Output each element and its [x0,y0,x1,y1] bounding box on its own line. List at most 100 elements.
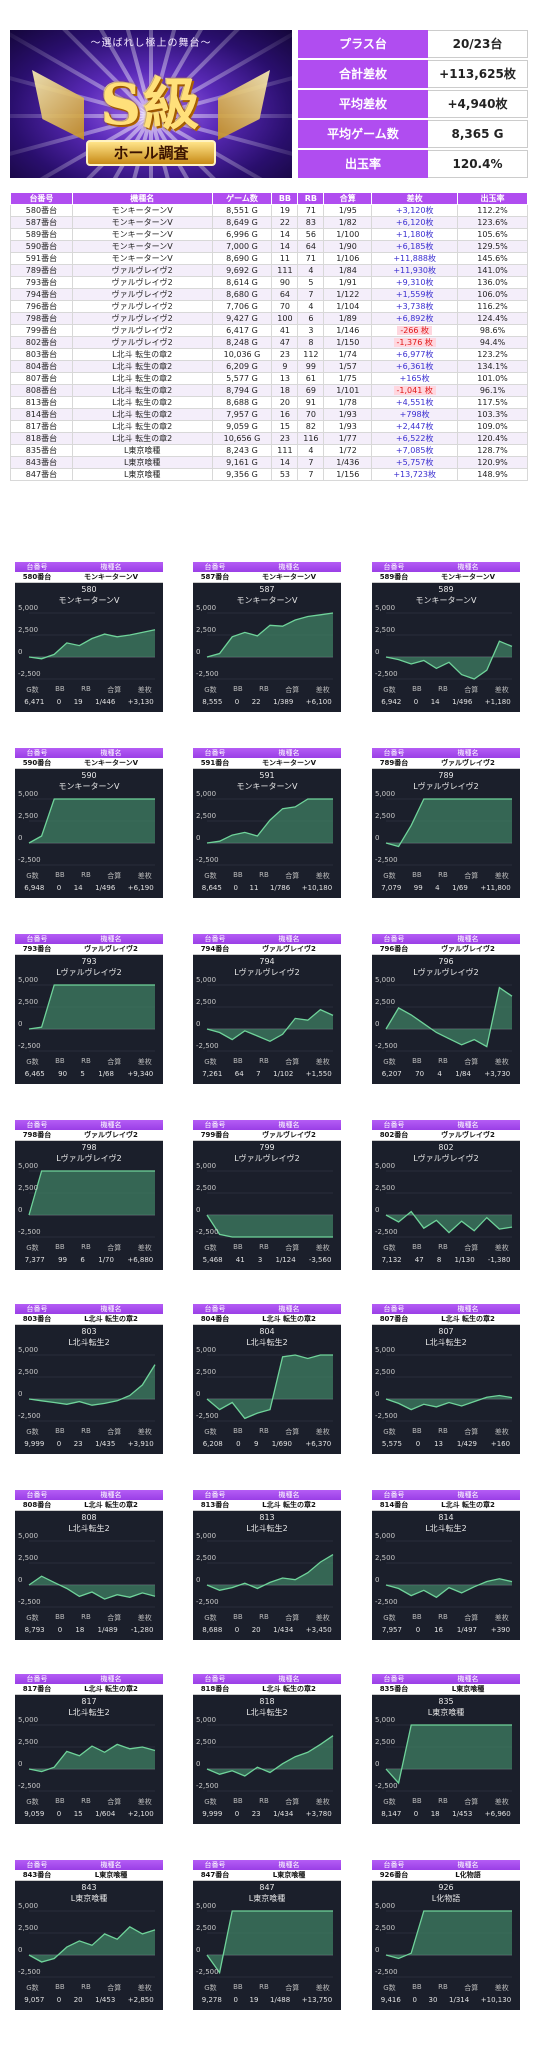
table-cell: 813番台 [10,396,73,409]
stat-value: +390 [490,1626,511,1634]
machine-card[interactable]: 台番号 機種名 817番台 L北斗 転生の章2 817 L北斗転生2 5,000 2,500 0… [15,1674,163,1824]
table-cell: L東京喰種 [71,456,213,469]
card-header-num-label: 台番号 [383,1121,405,1129]
card-header-name-label: 機種名 [278,1121,300,1129]
card-chart: 817 L北斗転生2 5,000 2,500 0 -2,500 [15,1695,163,1795]
card-machine-info: 814番台 L北斗 転生の章2 [372,1500,520,1511]
y-tick-label: 2,500 [375,998,396,1006]
table-cell: 1/78 [323,396,373,409]
card-machine-name: L東京喰種 [94,1871,128,1879]
y-tick-label: 0 [18,1946,23,1954]
stat-value: 1/604 [95,1810,116,1818]
table-cell: 1/93 [323,420,373,433]
chart-area [29,1744,155,1772]
table-cell: 808番台 [10,384,73,397]
machine-card[interactable]: 台番号 機種名 793番台 ヴァルヴレイヴ2 793 Lヴァルヴレイヴ2 5,000 2,50… [15,934,163,1084]
diff-value: +7,085枚 [395,446,434,455]
machine-card[interactable]: 台番号 機種名 926番台 L化物語 926 L化物語 5,000 2,500 0 -2,500 G… [372,1860,520,2010]
table-row: 591番台 モンキーターンV 8,690 G 11 71 1/106 +11,888枚 145… [10,252,528,265]
stat-header: BB [233,1057,243,1065]
card-header-num-label: 台番号 [383,1861,405,1869]
table-cell-diff: +3,738枚 [371,300,459,313]
machine-card[interactable]: 台番号 機種名 796番台 ヴァルヴレイヴ2 796 Lヴァルヴレイヴ2 5,000 2,50… [372,934,520,1084]
table-cell: 798番台 [10,312,73,325]
machine-card[interactable]: 台番号 機種名 843番台 L東京喰種 843 L東京喰種 5,000 2,500 0 -2,50… [15,1860,163,2010]
machine-card[interactable]: 台番号 機種名 799番台 ヴァルヴレイヴ2 799 Lヴァルヴレイヴ2 5,000 2,50… [193,1120,341,1270]
table-cell: 1/106 [323,252,373,265]
machine-card[interactable]: 台番号 機種名 807番台 L北斗 転生の章2 807 L北斗転生2 5,000 2,500 0… [372,1304,520,1454]
table-cell: 1/156 [323,468,373,481]
machine-card[interactable]: 台番号 機種名 835番台 L東京喰種 835 L東京喰種 5,000 2,500 0 -2,50… [372,1674,520,1824]
card-machine-info: 798番台 ヴァルヴレイヴ2 [15,1130,163,1141]
stats-headers: G数 BB RB 合算 差枚 [193,1057,341,1067]
card-chart: 587 モンキーターンV 5,000 2,500 0 -2,500 [193,583,341,683]
stat-value: 1/786 [270,884,291,892]
chart-line [28,1743,156,1773]
stats-values: 6,465 90 5 1/68 +9,340 [15,1070,163,1078]
machine-card[interactable]: 台番号 機種名 804番台 L北斗 転生の章2 804 L北斗転生2 5,000 2,500 0… [193,1304,341,1454]
stat-value: 4 [435,884,440,892]
table-cell: 7 [297,468,325,481]
machine-card[interactable]: 台番号 機種名 847番台 L東京喰種 847 L東京喰種 5,000 2,500 0 -2,50… [193,1860,341,2010]
card-machine-info: 793番台 ヴァルヴレイヴ2 [15,944,163,955]
card-machine-number: 814番台 [379,1501,409,1509]
table-cell: ヴァルヴレイヴ2 [71,336,213,349]
chart-number: 807 [438,1327,454,1336]
table-cell: L北斗 転生の章2 [71,408,213,421]
machine-card[interactable]: 台番号 機種名 813番台 L北斗 転生の章2 813 L北斗転生2 5,000 2,500 0… [193,1490,341,1640]
machine-card[interactable]: 台番号 機種名 802番台 ヴァルヴレイヴ2 802 Lヴァルヴレイヴ2 5,000 2,50… [372,1120,520,1270]
stat-value: 6 [80,1256,85,1264]
table-row: 847番台 L東京喰種 9,356 G 53 7 1/156 +13,723枚 148.9% [10,468,528,481]
machine-card[interactable]: 台番号 機種名 589番台 モンキーターンV 589 モンキーターンV 5,000 2,500… [372,562,520,712]
machine-card[interactable]: 台番号 機種名 789番台 ヴァルヴレイヴ2 789 Lヴァルヴレイヴ2 5,000 2,50… [372,748,520,898]
table-cell: 15 [271,420,299,433]
table-cell: 116 [297,432,325,445]
card-machine-name: L東京喰種 [272,1871,306,1879]
machine-card[interactable]: 台番号 機種名 591番台 モンキーターンV 591 モンキーターンV 5,000 2,500… [193,748,341,898]
table-cell-diff: +9,310枚 [371,276,459,289]
table-cell: ヴァルヴレイヴ2 [71,300,213,313]
card-header: 台番号 機種名 [15,1304,163,1314]
diff-value: +6,892枚 [395,314,434,323]
stat-header: 差枚 [494,1798,509,1806]
machine-card[interactable]: 台番号 機種名 803番台 L北斗 転生の章2 803 L北斗転生2 5,000 2,500 0… [15,1304,163,1454]
chart-area [386,1725,512,1784]
machine-card[interactable]: 台番号 機種名 587番台 モンキーターンV 587 モンキーターンV 5,000 2,500… [193,562,341,712]
machine-card[interactable]: 台番号 機種名 794番台 ヴァルヴレイヴ2 794 Lヴァルヴレイヴ2 5,000 2,50… [193,934,341,1084]
stat-header: RB [81,1613,91,1621]
card-stats: G数 BB RB 合算 差枚 6,471 0 19 1/446 +3,130 [15,685,163,714]
stats-values: 8,645 0 11 1/786 +10,180 [193,884,341,892]
chart-line [28,798,155,844]
machine-results-table: 台番号 機種名 ゲーム数 BB RB 合算 差枚 出玉率 580番台 モンキーターンV 8,551… [10,192,528,481]
machine-card[interactable]: 台番号 機種名 580番台 モンキーターンV 580 モンキーターンV 5,000 2,500… [15,562,163,712]
chart-area [207,1355,333,1419]
machine-card[interactable]: 台番号 機種名 590番台 モンキーターンV 590 モンキーターンV 5,000 2,500… [15,748,163,898]
card-header-name-label: 機種名 [100,563,122,571]
card-header-num-label: 台番号 [204,1491,226,1499]
card-header: 台番号 機種名 [372,1490,520,1500]
stats-headers: G数 BB RB 合算 差枚 [193,1243,341,1253]
card-header-name-label: 機種名 [278,1861,300,1869]
machine-card[interactable]: 台番号 機種名 818番台 L北斗 転生の章2 818 L北斗転生2 5,000 2,500 0… [193,1674,341,1824]
table-cell: L東京喰種 [71,468,213,481]
machine-card[interactable]: 台番号 機種名 798番台 ヴァルヴレイヴ2 798 Lヴァルヴレイヴ2 5,000 2,50… [15,1120,163,1270]
card-machine-name: L北斗 転生の章2 [441,1315,495,1323]
summary-value: 20/23台 [428,30,528,58]
card-machine-info: 804番台 L北斗 転生の章2 [193,1314,341,1325]
card-stats: G数 BB RB 合算 差枚 8,793 0 18 1/489 -1,280 [15,1613,163,1642]
card-chart: 580 モンキーターンV 5,000 2,500 0 -2,500 [15,583,163,683]
stat-value: 1/130 [454,1256,475,1264]
machine-card[interactable]: 台番号 機種名 808番台 L北斗 転生の章2 808 L北斗転生2 5,000 2,500 0… [15,1490,163,1640]
table-cell: 4 [297,264,325,277]
diff-value: +6,185枚 [395,242,434,251]
stat-value: +3,450 [305,1626,332,1634]
chart-machine-name: L北斗転生2 [68,1708,110,1717]
table-cell: 1/77 [323,432,373,445]
machine-card[interactable]: 台番号 機種名 814番台 L北斗 転生の章2 814 L北斗転生2 5,000 2,500 0… [372,1490,520,1640]
stats-headers: G数 BB RB 合算 差枚 [372,685,520,695]
table-cell: 1/150 [323,336,373,349]
stat-value: 1/434 [273,1810,294,1818]
card-header-name-label: 機種名 [457,563,479,571]
table-cell: モンキーターンV [71,240,213,253]
stat-header: RB [259,1243,269,1251]
